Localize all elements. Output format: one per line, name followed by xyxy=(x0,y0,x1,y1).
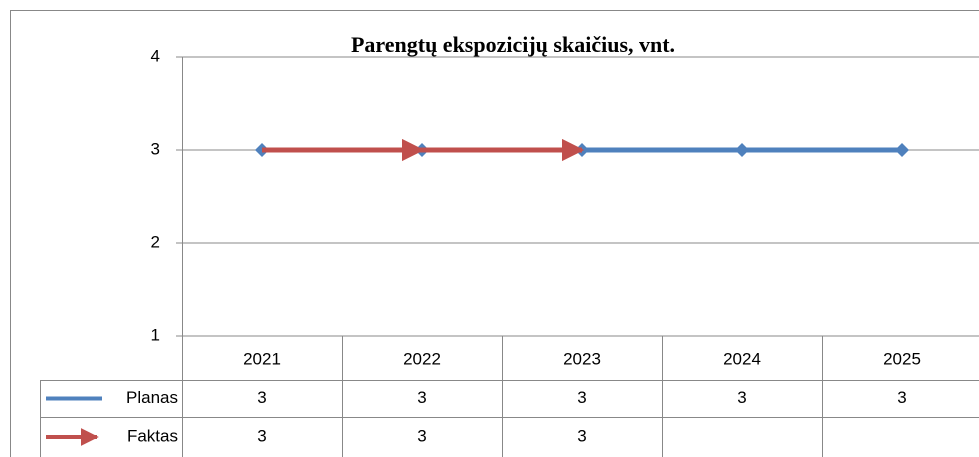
point-marker xyxy=(895,143,909,157)
y-tick-label: 4 xyxy=(151,46,160,65)
table-value: 3 xyxy=(577,426,586,445)
x-tick-label: 2022 xyxy=(403,349,441,368)
x-tick-label: 2023 xyxy=(563,349,601,368)
table-value: 3 xyxy=(737,388,746,407)
x-tick-label: 2021 xyxy=(243,349,281,368)
table-value: 3 xyxy=(577,388,586,407)
table-value: 3 xyxy=(257,388,266,407)
y-tick-label: 1 xyxy=(151,325,160,344)
x-tick-label: 2025 xyxy=(883,349,921,368)
table-line xyxy=(40,0,979,417)
y-tick-label: 2 xyxy=(151,232,160,251)
y-tick-label: 3 xyxy=(151,139,160,158)
legend-label: Faktas xyxy=(127,426,178,445)
table-value: 3 xyxy=(417,426,426,445)
legend-label: Planas xyxy=(126,388,178,407)
x-tick-label: 2024 xyxy=(723,349,761,368)
chart-border xyxy=(10,10,979,457)
table-value: 3 xyxy=(417,388,426,407)
table-value: 3 xyxy=(897,388,906,407)
point-marker xyxy=(735,143,749,157)
table-value: 3 xyxy=(257,426,266,445)
chart-title: Parengtų ekspozicijų skaičius, vnt. xyxy=(351,32,675,57)
